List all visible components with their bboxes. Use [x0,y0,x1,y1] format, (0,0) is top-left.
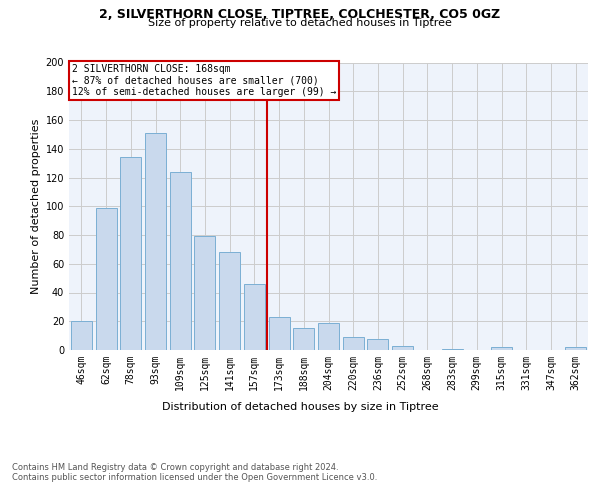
Bar [120,158,141,350]
Bar [95,208,116,350]
Bar [194,236,215,350]
Bar [145,133,166,350]
Text: 2, SILVERTHORN CLOSE, TIPTREE, COLCHESTER, CO5 0GZ: 2, SILVERTHORN CLOSE, TIPTREE, COLCHESTE… [100,8,500,20]
Text: Size of property relative to detached houses in Tiptree: Size of property relative to detached ho… [148,18,452,28]
Bar [269,317,290,350]
Text: Contains HM Land Registry data © Crown copyright and database right 2024.: Contains HM Land Registry data © Crown c… [12,462,338,471]
Bar [491,347,512,350]
Bar [71,322,92,350]
Bar [367,338,388,350]
Bar [244,284,265,350]
Bar [343,337,364,350]
Bar [442,348,463,350]
Bar [219,252,240,350]
Text: Distribution of detached houses by size in Tiptree: Distribution of detached houses by size … [161,402,439,412]
Bar [318,322,339,350]
Text: Contains public sector information licensed under the Open Government Licence v3: Contains public sector information licen… [12,472,377,482]
Bar [392,346,413,350]
Y-axis label: Number of detached properties: Number of detached properties [31,118,41,294]
Bar [565,347,586,350]
Bar [293,328,314,350]
Text: 2 SILVERTHORN CLOSE: 168sqm
← 87% of detached houses are smaller (700)
12% of se: 2 SILVERTHORN CLOSE: 168sqm ← 87% of det… [71,64,336,97]
Bar [170,172,191,350]
